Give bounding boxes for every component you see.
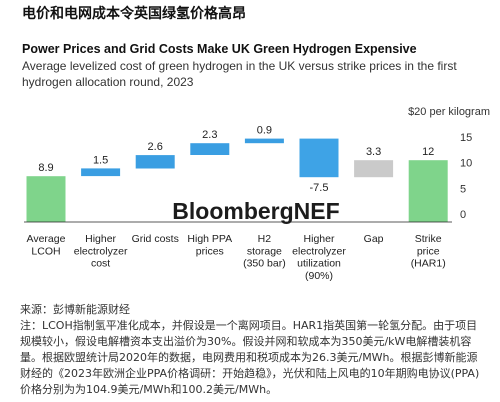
category-label-line: Higher <box>304 233 335 245</box>
category-label-higher-electrolyzer-cost: Higher electrolyzer cost <box>74 233 128 270</box>
chart-title: Power Prices and Grid Costs Make UK Gree… <box>22 42 417 56</box>
y-unit-label: $20 per kilogram <box>408 106 490 118</box>
bar-average-lcoh <box>26 176 66 222</box>
category-label-line: electrolyzer <box>292 245 346 257</box>
notes: 来源：彭博新能源财经 注：LCOH指制氢平准化成本，并假设是一个离网项目。HAR… <box>20 302 486 398</box>
category-label-line: price <box>417 245 440 257</box>
headline: 电价和电网成本令英国绿氢价格高昂 <box>22 6 246 22</box>
category-label-line: prices <box>196 245 224 257</box>
source-note: 来源：彭博新能源财经 <box>20 303 130 316</box>
category-label-line: High PPA <box>187 233 232 245</box>
value-label-grid-costs: 2.6 <box>148 141 163 153</box>
category-label-line: (HAR1) <box>411 258 446 270</box>
category-label-line: H2 <box>258 233 272 245</box>
bar-higher-electrolyzer-cost <box>81 168 121 177</box>
value-label-strike-price-har1: 12 <box>422 146 434 158</box>
category-label-line: (350 bar) <box>243 258 286 270</box>
category-label-higher-electrolyzer-utilization-90: Higher electrolyzer utilization (90%) <box>292 233 346 282</box>
footnote: 注：LCOH指制氢平准化成本，并假设是一个离网项目。HAR1指英国第一轮氢分配。… <box>20 319 480 396</box>
category-label-average-lcoh: Average LCOH <box>27 233 66 257</box>
value-label-higher-electrolyzer-utilization-90: -7.5 <box>310 182 329 194</box>
category-label-strike-price-har1: Strike price (HAR1) <box>411 233 446 270</box>
value-label-gap: 3.3 <box>366 146 381 158</box>
chart-subtitle: Average levelized cost of green hydrogen… <box>22 59 457 89</box>
bar-strike-price-har1 <box>408 160 448 222</box>
category-label-line: storage <box>247 245 282 257</box>
y-tick-label: 10 <box>460 158 472 170</box>
category-label-line: Average <box>27 233 66 245</box>
category-label-line: cost <box>91 258 110 270</box>
category-label-grid-costs: Grid costs <box>132 233 179 245</box>
bar-high-ppa-prices <box>190 143 230 155</box>
category-label-line: Strike <box>415 233 442 245</box>
category-label-line: utilization <box>297 258 341 270</box>
category-label-line: (90%) <box>305 270 333 282</box>
value-label-h2-storage-350-bar: 0.9 <box>257 125 272 137</box>
category-label-line: Grid costs <box>132 233 179 245</box>
category-label-line: Higher <box>85 233 116 245</box>
value-label-high-ppa-prices: 2.3 <box>202 129 217 141</box>
category-label-gap: Gap <box>364 233 384 245</box>
y-tick-label: 0 <box>460 209 466 221</box>
bar-higher-electrolyzer-utilization-90 <box>299 138 339 178</box>
value-label-average-lcoh: 8.9 <box>38 162 53 174</box>
category-label-high-ppa-prices: High PPA prices <box>187 233 232 257</box>
value-label-higher-electrolyzer-cost: 1.5 <box>93 154 108 166</box>
category-label-line: electrolyzer <box>74 245 128 257</box>
category-label-h2-storage-350-bar: H2 storage (350 bar) <box>243 233 286 270</box>
category-label-line: Gap <box>364 233 384 245</box>
y-tick-label: 15 <box>460 132 472 144</box>
category-label-line: LCOH <box>31 245 60 257</box>
y-tick-label: 5 <box>460 183 466 195</box>
bar-gap <box>354 160 394 178</box>
bar-grid-costs <box>135 155 175 169</box>
bloombergnef-watermark: BloombergNEF <box>172 198 339 224</box>
bar-h2-storage-350-bar <box>244 138 284 144</box>
